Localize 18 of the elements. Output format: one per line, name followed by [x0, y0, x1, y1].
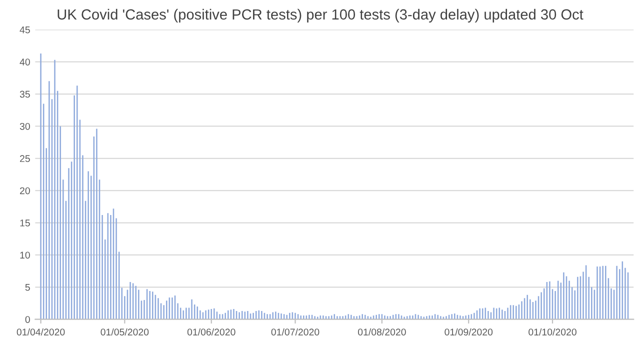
x-tick-label: 01/10/2020 — [528, 328, 576, 336]
x-tick-label: 01/08/2020 — [358, 328, 406, 336]
x-tick-label: 01/05/2020 — [100, 328, 149, 336]
x-tick-label: 01/04/2020 — [16, 328, 65, 336]
x-tick-label: 01/09/2020 — [444, 328, 493, 336]
y-tick-label: 5 — [25, 284, 30, 291]
x-tick-label: 01/06/2020 — [187, 328, 236, 336]
y-tick-label: 40 — [20, 58, 30, 66]
y-tick-label: 30 — [20, 122, 30, 130]
x-tick-label: 01/07/2020 — [271, 328, 320, 336]
y-tick-label: 20 — [20, 187, 30, 194]
chart-title: UK Covid 'Cases' (positive PCR tests) per 100 tests (3-day delay) updated 30 Oct — [58, 8, 584, 22]
y-tick-label: 45 — [20, 26, 30, 34]
y-tick-label: 0 — [25, 316, 30, 323]
y-tick-label: 10 — [20, 252, 30, 259]
y-tick-label: 35 — [20, 90, 30, 98]
y-tick-label: 25 — [20, 155, 30, 162]
y-tick-label: 15 — [20, 220, 30, 226]
